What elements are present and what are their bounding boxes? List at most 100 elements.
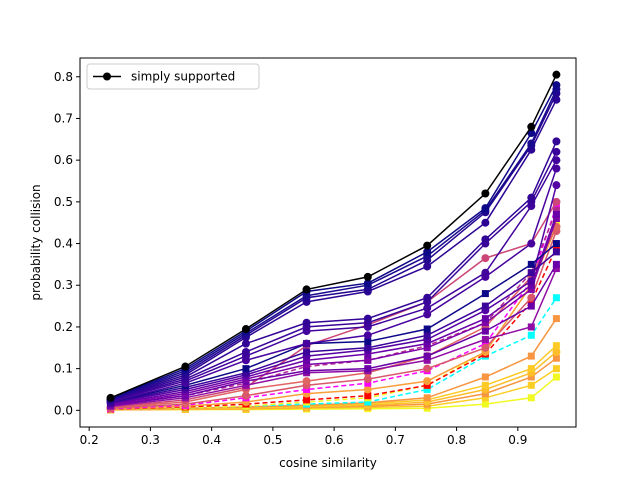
data-point xyxy=(527,331,535,339)
data-point xyxy=(527,193,536,202)
data-point xyxy=(303,396,311,404)
data-point xyxy=(302,285,311,294)
y-tick-label: 0.7 xyxy=(54,111,73,125)
data-point xyxy=(363,375,372,384)
data-point xyxy=(423,325,431,333)
data-point xyxy=(552,294,560,302)
data-point xyxy=(363,272,372,281)
data-point xyxy=(552,202,560,210)
data-point xyxy=(423,247,432,256)
data-point xyxy=(364,338,372,346)
data-point xyxy=(481,390,489,398)
series-4 xyxy=(106,137,561,405)
data-point xyxy=(302,339,311,348)
data-point xyxy=(552,137,561,146)
data-point xyxy=(481,400,489,408)
data-point xyxy=(552,181,561,190)
data-point xyxy=(363,279,372,288)
data-point xyxy=(302,377,311,386)
data-point xyxy=(364,350,372,358)
data-point xyxy=(106,393,115,402)
data-point xyxy=(242,369,250,377)
data-point xyxy=(242,365,250,373)
data-point xyxy=(481,235,490,244)
data-point xyxy=(423,331,431,339)
data-point xyxy=(423,381,431,389)
data-point xyxy=(481,302,489,310)
data-point xyxy=(364,398,372,406)
y-tick-label: 0.8 xyxy=(54,70,73,84)
x-tick-label: 0.5 xyxy=(263,433,282,447)
series-layer xyxy=(106,70,561,414)
data-point xyxy=(527,352,535,360)
data-point xyxy=(423,394,431,402)
data-point xyxy=(527,381,535,389)
series-simply-supported xyxy=(106,70,561,402)
data-point xyxy=(363,385,372,394)
data-point xyxy=(364,365,372,373)
data-point xyxy=(552,156,561,165)
data-point xyxy=(423,304,432,313)
y-axis-label: probability collision xyxy=(29,184,43,300)
data-point xyxy=(552,248,560,256)
data-point xyxy=(527,281,535,289)
y-tick-label: 0.0 xyxy=(54,403,73,417)
data-point xyxy=(552,81,561,90)
data-point xyxy=(481,268,490,277)
data-point xyxy=(552,265,560,273)
data-point xyxy=(423,356,431,364)
data-point xyxy=(364,356,372,364)
data-point xyxy=(527,394,535,402)
data-point xyxy=(241,339,250,348)
data-point xyxy=(552,206,560,214)
data-point xyxy=(481,327,489,335)
x-tick-label: 0.6 xyxy=(325,433,344,447)
axes-frame xyxy=(79,57,577,428)
data-point xyxy=(527,239,536,248)
data-point xyxy=(527,373,535,381)
data-point xyxy=(423,364,432,373)
legend-marker-sample xyxy=(103,72,111,81)
data-point xyxy=(552,197,561,206)
data-point xyxy=(552,260,560,268)
legend-label: simply supported xyxy=(131,70,235,84)
x-tick-label: 0.3 xyxy=(141,433,160,447)
data-point xyxy=(527,302,535,310)
data-point xyxy=(423,293,432,302)
data-point xyxy=(481,290,489,298)
data-point xyxy=(364,344,372,352)
data-point xyxy=(481,394,489,402)
legend-box xyxy=(86,63,260,90)
data-point xyxy=(552,240,560,248)
data-point xyxy=(527,285,535,293)
x-tick-label: 0.9 xyxy=(508,433,527,447)
data-point xyxy=(481,381,489,389)
data-point xyxy=(302,318,311,327)
data-point xyxy=(242,381,250,389)
data-point xyxy=(552,315,560,323)
data-point xyxy=(481,340,489,348)
data-point xyxy=(552,342,560,350)
data-point xyxy=(303,348,311,356)
data-point xyxy=(241,347,250,356)
data-point xyxy=(552,164,561,173)
data-point xyxy=(303,385,311,393)
data-point xyxy=(481,343,490,352)
data-point xyxy=(363,331,372,340)
data-point xyxy=(481,373,489,381)
data-point xyxy=(527,122,536,131)
data-point xyxy=(423,352,431,360)
data-point xyxy=(527,129,536,138)
data-point xyxy=(552,147,561,156)
x-tick-label: 0.4 xyxy=(202,433,221,447)
y-tick-label: 0.4 xyxy=(54,237,73,251)
x-tick-label: 0.7 xyxy=(386,433,405,447)
y-axis-ticks: 0.0 0.1 0.2 0.3 0.4 0.5 0.6 0.7 0.8 xyxy=(54,70,80,417)
data-point xyxy=(364,379,372,387)
data-point xyxy=(303,356,311,364)
data-point xyxy=(552,70,561,79)
data-point xyxy=(552,219,560,227)
data-point xyxy=(363,314,372,323)
data-point xyxy=(423,262,432,271)
